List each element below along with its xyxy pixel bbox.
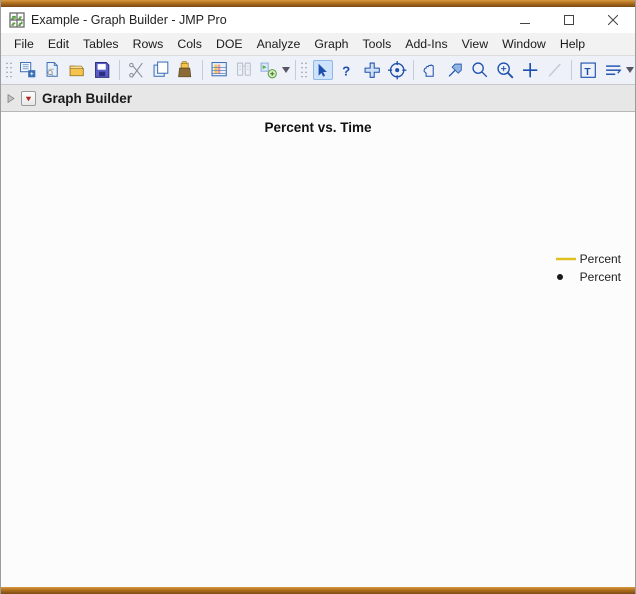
svg-text:T: T	[584, 67, 591, 78]
svg-text:?: ?	[343, 63, 351, 78]
